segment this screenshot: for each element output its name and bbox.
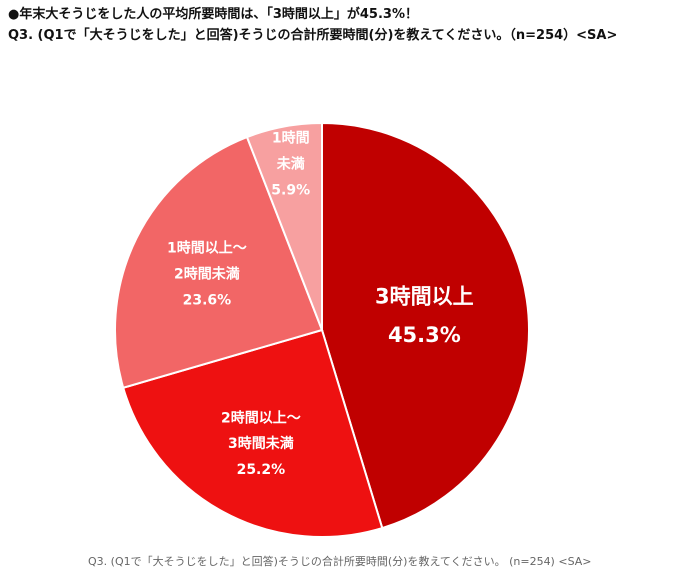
slice-category-label: 未満: [277, 155, 305, 172]
slice-category-label: 2時間未満: [174, 265, 240, 282]
pie-slice: [321, 121, 530, 530]
slice-value-label: 45.3%: [388, 323, 461, 347]
pie-slice: [114, 135, 324, 389]
pie-slice: [121, 328, 384, 538]
slice-value-label: 25.2%: [237, 462, 286, 478]
chart-heading: ●年末大そうじをした人の平均所要時間は、「3時間以上」が45.3%！ Q3. (…: [8, 4, 648, 46]
slice-category-label: 3時間未満: [228, 435, 294, 452]
slice-category-label: 3時間以上: [375, 284, 474, 308]
slice-value-label: 23.6%: [183, 292, 232, 308]
slice-value-label: 5.9%: [271, 182, 310, 198]
chart-caption: Q3. (Q1で「大そうじをした」と回答)そうじの合計所要時間(分)を教えてくだ…: [88, 555, 592, 568]
headline: ●年末大そうじをした人の平均所要時間は、「3時間以上」が45.3%！: [8, 7, 418, 22]
slice-category-label: 1時間以上～: [167, 240, 247, 257]
question-text: Q3. (Q1で「大そうじをした」と回答)そうじの合計所要時間(分)を教えてくだ…: [8, 28, 618, 43]
pie-slice: [245, 121, 323, 331]
slice-category-label: 2時間以上～: [221, 409, 301, 426]
slice-category-label: 1時間: [272, 130, 310, 147]
